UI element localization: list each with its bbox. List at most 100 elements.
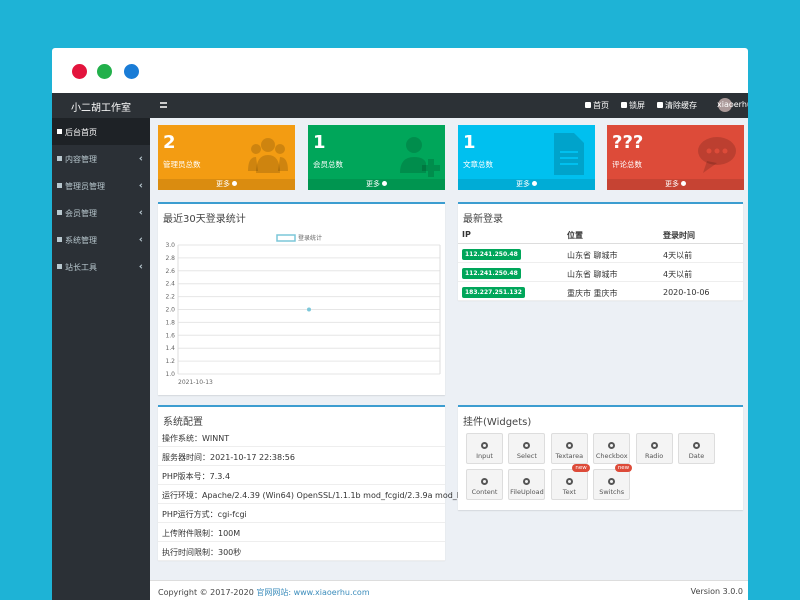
browser-window: 小二胡工作室 xiaoerhu 首页 锁屏 清除缓存 后台首页内容管理管理员管理会员…: [52, 48, 748, 600]
stat-more[interactable]: 更多: [607, 179, 744, 190]
config-row: PHP版本号：7.3.4: [162, 471, 230, 482]
ip-badge: 112.241.250.48: [462, 268, 521, 279]
config-label: 服务器时间：: [162, 453, 210, 462]
widget-label: Textarea: [555, 452, 584, 460]
config-value: cgi-fcgi: [217, 510, 247, 519]
y-tick-label: 1.0: [165, 371, 175, 378]
widget-button[interactable]: FileUpload: [508, 469, 546, 500]
icon: [248, 138, 288, 173]
y-tick-label: 2.4: [165, 281, 175, 288]
stat-icon: [248, 133, 290, 179]
table-header: IP: [462, 230, 471, 239]
config-value: Apache/2.4.39 (Win64) OpenSSL/1.1.1b mod…: [202, 491, 518, 500]
close-dot[interactable]: [72, 64, 87, 79]
widget-button[interactable]: Content: [466, 469, 503, 500]
gear-icon: [523, 478, 531, 485]
table-rule: [458, 300, 743, 301]
menu-arrow: [139, 237, 144, 242]
menu-item[interactable]: 站长工具: [52, 253, 150, 280]
menu-item[interactable]: 内容管理: [52, 145, 150, 172]
table-rule: [158, 541, 445, 542]
nav-icon: [585, 102, 591, 108]
menu-item[interactable]: 会员管理: [52, 199, 150, 226]
nav-link[interactable]: 清除缓存: [665, 101, 697, 110]
stat-more[interactable]: 更多: [158, 179, 295, 190]
user-name[interactable]: xiaoerhu: [717, 100, 748, 109]
menu-label: 系统管理: [65, 236, 97, 245]
avatar[interactable]: [718, 98, 732, 112]
legend-label: 登录统计: [298, 234, 322, 242]
menu-label: 会员管理: [65, 209, 97, 218]
widget-button[interactable]: Date: [678, 433, 715, 464]
menu-item[interactable]: 管理员管理: [52, 172, 150, 199]
stat-value: 1: [313, 132, 326, 153]
ip-badge: 183.227.251.132: [462, 287, 525, 298]
config-value: 7.3.4: [209, 472, 231, 481]
icon: [554, 133, 584, 175]
new-badge: new: [572, 464, 590, 472]
nav-icon: [621, 102, 627, 108]
y-tick-label: 2.6: [165, 268, 175, 275]
widget-button[interactable]: Text new: [550, 464, 590, 500]
config-value: 2021-10-17 22:38:56: [210, 453, 295, 462]
menu-label: 管理员管理: [65, 182, 105, 191]
table-rule: [458, 262, 743, 263]
gear-icon: [608, 478, 616, 485]
system-panel: 系统配置 操作系统：WINNT 服务器时间：2021-10-17 22:38:56…: [158, 405, 518, 561]
stat-more[interactable]: 更多: [308, 179, 445, 190]
ip-badge: 112.241.250.48: [462, 249, 521, 260]
site-link[interactable]: www.xiaoerhu.com: [293, 588, 370, 597]
nav-link[interactable]: 首页: [593, 101, 609, 110]
icon: [698, 137, 736, 173]
gear-icon: [481, 442, 488, 449]
gear-icon: [565, 442, 573, 449]
y-tick-label: 2.0: [165, 307, 175, 314]
config-row: 运行环境：Apache/2.4.39 (Win64) OpenSSL/1.1.1…: [162, 490, 518, 501]
menu-icon: [57, 237, 62, 242]
table-cell: 重庆市 重庆市: [567, 289, 618, 298]
y-tick-label: 2.8: [165, 255, 175, 262]
config-row: 操作系统：WINNT: [162, 433, 229, 444]
stat-box: ??? 评论总数 更多: [607, 125, 744, 190]
login-panel: 最新登录 IP 位置 登录时间 112.241.250.48 山东省 聊城市 4天以前 11…: [458, 202, 743, 301]
menu-toggle[interactable]: [160, 102, 167, 108]
menu-item[interactable]: 系统管理: [52, 226, 150, 253]
menu-icon: [57, 183, 62, 188]
menu-item[interactable]: 后台首页: [52, 118, 150, 145]
widget-button[interactable]: Radio: [635, 433, 673, 464]
stat-more[interactable]: 更多: [458, 179, 595, 190]
y-tick-label: 1.4: [165, 345, 175, 352]
more-icon: [382, 181, 387, 186]
more-label: 更多: [216, 180, 230, 188]
config-label: 操作系统：: [162, 434, 202, 443]
widget-button[interactable]: Checkbox: [593, 433, 631, 464]
stat-label: 管理员总数: [163, 160, 201, 169]
logo[interactable]: 小二胡工作室: [71, 103, 131, 114]
config-value: 300秒: [218, 548, 242, 557]
y-tick-label: 1.6: [165, 332, 175, 339]
nav-link[interactable]: 锁屏: [629, 101, 645, 110]
menu-arrow: [139, 183, 144, 188]
table-rule: [158, 503, 445, 504]
stat-box: 1 文章总数 更多: [458, 125, 595, 190]
more-icon: [681, 181, 686, 186]
table-rule: [158, 465, 445, 466]
max-dot[interactable]: [97, 64, 112, 79]
widget-button[interactable]: Input: [466, 433, 503, 464]
sidebar: 后台首页 内容管理管理员管理会员管理系统管理站长工具: [52, 118, 150, 600]
stat-icon: [548, 133, 590, 179]
chart: 1.0 1.2 1.4 1.6 1.8 2.0 2.2 2.4 2.6 2.8 3.0 2021-10…: [165, 234, 441, 386]
menu-arrow: [139, 210, 144, 215]
widget-button[interactable]: Switchs new: [593, 464, 633, 500]
min-dot[interactable]: [124, 64, 139, 79]
y-tick-label: 2.2: [165, 294, 175, 301]
copyright-text: Copyright © 2017-2020: [158, 588, 257, 597]
menu-icon: [57, 264, 62, 269]
widget-button[interactable]: Select: [508, 433, 546, 464]
menu-arrow: [139, 156, 144, 161]
widget-label: Date: [688, 452, 705, 460]
config-value: 100M: [218, 529, 241, 538]
widget-button[interactable]: Textarea: [550, 433, 588, 464]
y-tick-label: 1.2: [165, 358, 175, 365]
